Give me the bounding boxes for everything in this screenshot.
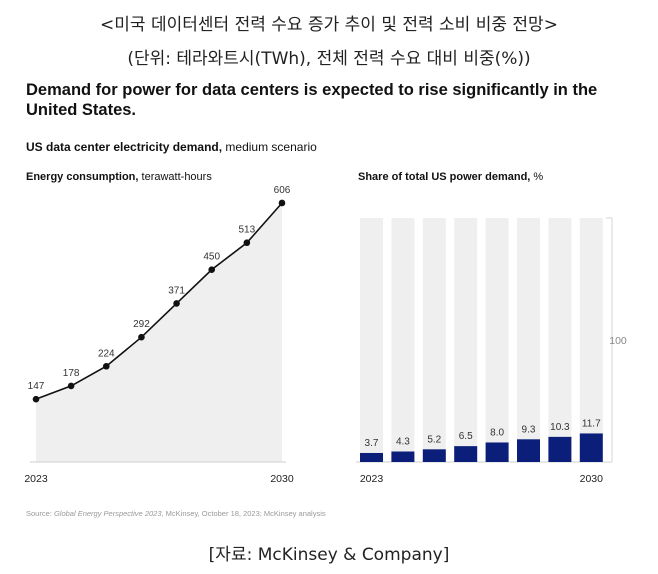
chart-headline: Demand for power for data centers is exp…	[26, 81, 598, 119]
energy-data-label-2027: 371	[168, 285, 185, 296]
share-data-label-2027: 8.0	[490, 427, 504, 438]
share-data-label-2023: 3.7	[365, 438, 379, 449]
share-data-label-2024: 4.3	[396, 437, 410, 448]
energy-point-2026	[138, 333, 145, 341]
share-bar-2028	[517, 439, 540, 462]
energy-x-tick-last: 2030	[270, 473, 294, 485]
share-data-label-2025: 5.2	[427, 434, 441, 445]
share-total-bracket	[606, 217, 613, 463]
energy-point-2023	[32, 395, 40, 403]
share-bar-2030	[579, 433, 603, 462]
share-background-bar-2023	[360, 218, 383, 462]
share-bar-2029	[548, 436, 572, 462]
energy-panel-title: Energy consumption, terawatt-hours	[26, 171, 212, 183]
energy-data-label-2025: 224	[98, 348, 115, 359]
energy-data-label-2028: 450	[203, 252, 220, 263]
share-bar-2025	[422, 449, 446, 462]
share-panel-title-unit: %	[530, 171, 544, 183]
share-background-bar-2027	[485, 218, 509, 462]
subhead-bold: US data center electricity demand,	[26, 140, 223, 154]
share-data-label-2030: 11.7	[582, 418, 601, 429]
share-data-label-2029: 10.3	[550, 422, 570, 433]
share-data-label-2026: 6.5	[459, 431, 473, 442]
share-panel-title-bold: Share of total US power demand,	[358, 171, 531, 183]
share-background-bar-2028	[517, 218, 540, 462]
energy-line	[35, 202, 283, 400]
share-data-label-2028: 9.3	[522, 424, 536, 435]
share-of-demand-chart: 3.7 4.3 5.2 6.5 8.0 9.3 10.3 11.7 100 2023 2030	[356, 217, 627, 485]
share-bar-2027	[485, 442, 509, 462]
source-prefix: Source:	[26, 509, 54, 518]
share-bar-2024	[391, 451, 415, 462]
subhead-normal: medium scenario	[222, 140, 317, 154]
energy-panel-title-bold: Energy consumption,	[26, 171, 139, 183]
energy-data-label-2029: 513	[239, 225, 256, 236]
chart-subhead: US data center electricity demand, mediu…	[26, 140, 317, 154]
energy-point-2027	[173, 300, 180, 307]
share-bar-2023	[360, 452, 383, 462]
share-x-tick-first: 2023	[360, 473, 384, 485]
source-publication: Global Energy Perspective 2023	[53, 509, 162, 518]
energy-point-2028	[208, 266, 216, 273]
energy-consumption-chart: 147 178 224 292 371 450 513 606 2023 2030	[24, 185, 294, 485]
source-note: Source: Global Energy Perspective 2023, …	[26, 509, 326, 518]
share-total-label: 100	[609, 335, 627, 347]
korean-title: <미국 데이터센터 전력 수요 증가 추이 및 전력 소비 비중 전망>	[100, 15, 558, 35]
source-details: , McKinsey, October 18, 2023; McKinsey a…	[161, 509, 326, 518]
share-background-bar-2030	[579, 218, 603, 462]
share-background-bar-2025	[422, 218, 446, 462]
energy-point-2029	[243, 239, 251, 247]
korean-unit-subtitle: (단위: 테라와트시(TWh), 전체 전력 수요 대비 비중(%))	[127, 49, 531, 69]
share-background-bar-2029	[548, 218, 572, 462]
energy-data-label-2026: 292	[133, 319, 150, 330]
credit-note: [자료: McKinsey & Company]	[208, 545, 450, 565]
energy-data-label-2030: 606	[274, 185, 291, 196]
share-panel-title: Share of total US power demand, %	[358, 171, 543, 183]
share-bar-2026	[454, 446, 478, 462]
share-background-bar-2024	[391, 218, 415, 462]
energy-point-2030	[278, 199, 286, 207]
energy-area-fill	[36, 202, 282, 462]
energy-panel-title-unit: terawatt-hours	[138, 171, 212, 183]
energy-data-label-2024: 178	[63, 368, 80, 379]
share-background-bar-2026	[454, 218, 478, 462]
energy-point-2024	[67, 382, 75, 390]
energy-data-label-2023: 147	[28, 381, 45, 392]
energy-x-tick-first: 2023	[24, 473, 48, 485]
energy-point-2025	[102, 362, 110, 370]
share-x-tick-last: 2030	[580, 473, 604, 485]
